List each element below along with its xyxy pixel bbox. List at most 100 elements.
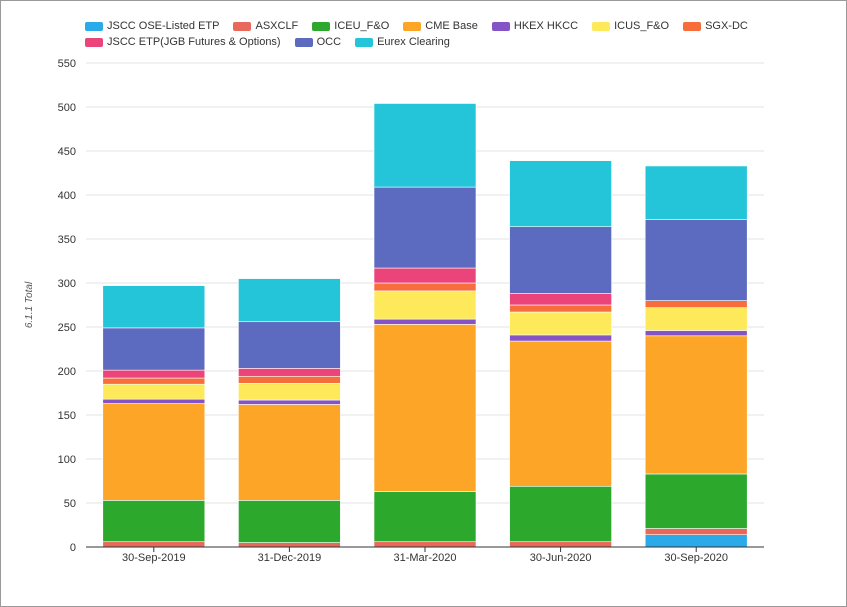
bar-segment[interactable] (509, 293, 612, 306)
bar-segment[interactable] (102, 500, 206, 543)
x-tick-label: 30-Jun-2020 (530, 552, 592, 564)
legend-swatch (683, 21, 702, 31)
legend-swatch (592, 21, 611, 31)
y-tick-label: 50 (64, 498, 76, 510)
y-tick-label: 150 (58, 410, 76, 422)
legend-label: JSCC ETP(JGB Futures & Options) (107, 36, 281, 48)
bar-segment[interactable] (373, 267, 477, 284)
x-tick-label: 31-Dec-2019 (258, 552, 322, 564)
legend-label: HKEX HKCC (513, 20, 579, 32)
legend-swatch (312, 21, 331, 31)
legend-label: Eurex Clearing (377, 36, 450, 48)
bar-segment[interactable] (644, 307, 748, 331)
legend-label: SGX-DC (705, 20, 748, 32)
bar-segment[interactable] (102, 285, 206, 329)
legend-row-2: JSCC ETP(JGB Futures & Options) OCC Eure… (85, 34, 785, 50)
legend-item[interactable]: OCC (294, 36, 342, 48)
legend-swatch (294, 37, 313, 47)
bar-segment[interactable] (509, 160, 612, 227)
bar-segment[interactable] (238, 383, 341, 401)
bar-segment[interactable] (509, 485, 612, 543)
bar-segment[interactable] (238, 368, 341, 377)
bar-segment[interactable] (509, 226, 612, 294)
legend-label: CME Base (425, 20, 478, 32)
legend-item[interactable]: Eurex Clearing (355, 36, 450, 48)
legend-item[interactable]: SGX-DC (683, 20, 748, 32)
y-tick-label: 300 (58, 278, 76, 290)
legend-item[interactable]: JSCC OSE-Listed ETP (85, 20, 219, 32)
legend-item[interactable]: JSCC ETP(JGB Futures & Options) (85, 36, 281, 48)
x-tick-label: 31-Mar-2020 (394, 552, 457, 564)
bar-segment[interactable] (373, 318, 477, 325)
legend-label: ASXCLF (255, 20, 299, 32)
bar-segment[interactable] (373, 324, 477, 492)
bar-segment[interactable] (644, 219, 748, 301)
y-axis-label: 6.1.1 Total (24, 281, 35, 328)
bar-segment[interactable] (644, 473, 748, 529)
bar-segment[interactable] (644, 300, 748, 308)
bar-segment[interactable] (509, 311, 612, 336)
bar-segment[interactable] (102, 377, 206, 385)
legend-item[interactable]: CME Base (403, 20, 478, 32)
y-tick-label: 0 (70, 542, 76, 554)
bar-segment[interactable] (644, 534, 748, 548)
bar-segment[interactable] (509, 340, 612, 487)
bar-segment[interactable] (102, 383, 206, 400)
bar-stacks (102, 103, 748, 548)
y-tick-label: 500 (58, 102, 76, 114)
y-tick-label: 450 (58, 146, 76, 158)
bar-segment[interactable] (373, 491, 477, 543)
bar-segment[interactable] (238, 375, 341, 384)
legend-label: JSCC OSE-Listed ETP (107, 20, 220, 32)
bar-segment[interactable] (509, 304, 612, 313)
bar-segment[interactable] (238, 321, 341, 369)
x-tick-label: 30-Sep-2020 (664, 552, 728, 564)
legend-swatch (233, 21, 252, 31)
bar-segment[interactable] (238, 399, 341, 405)
legend-swatch (403, 21, 422, 31)
bar-segment[interactable] (102, 541, 206, 548)
x-tick-label: 30-Sep-2019 (122, 552, 186, 564)
bar-segment[interactable] (644, 335, 748, 475)
bar-segment[interactable] (373, 103, 477, 188)
bar-segment[interactable] (644, 330, 748, 337)
legend-label: ICEU_F&O (334, 20, 390, 32)
legend-swatch (491, 21, 510, 31)
bar-segment[interactable] (644, 165, 748, 220)
legend-item[interactable]: ICEU_F&O (312, 20, 389, 32)
y-tick-label: 250 (58, 322, 76, 334)
y-tick-label: 200 (58, 366, 76, 378)
bar-segment[interactable] (509, 541, 612, 548)
bar-segment[interactable] (102, 398, 206, 404)
y-tick-label: 550 (58, 58, 76, 70)
bar-segment[interactable] (102, 403, 206, 501)
bar-segment[interactable] (373, 282, 477, 292)
legend-swatch (85, 21, 103, 31)
legend-label: OCC (316, 36, 342, 48)
bar-segment[interactable] (238, 278, 341, 323)
legend-row-1: JSCC OSE-Listed ETP ASXCLF ICEU_F&O CME … (85, 18, 785, 34)
x-tick-labels: 30-Sep-2019 31-Dec-2019 31-Mar-2020 30-Jun-… (122, 547, 728, 564)
y-tick-label: 100 (58, 454, 76, 466)
bar-segment[interactable] (509, 334, 612, 342)
legend-item[interactable]: ASXCLF (233, 20, 298, 32)
legend-swatch (355, 37, 374, 47)
legend-item[interactable]: ICUS_F&O (592, 20, 669, 32)
bar-segment[interactable] (644, 528, 748, 535)
y-tick-label: 350 (58, 234, 76, 246)
legend-swatch (85, 37, 103, 47)
bar-segment[interactable] (373, 541, 477, 548)
bar-segment[interactable] (102, 369, 206, 379)
bar-segment[interactable] (373, 186, 477, 269)
legend-label: ICUS_F&O (614, 20, 670, 32)
bar-segment[interactable] (238, 500, 341, 543)
legend-item[interactable]: HKEX HKCC (491, 20, 579, 32)
y-tick-labels: 0 50 100 150 200 250 300 350 400 450 500 550 (58, 58, 76, 554)
bar-segment[interactable] (238, 542, 341, 548)
bar-segment[interactable] (238, 404, 341, 501)
y-tick-label: 400 (58, 190, 76, 202)
bar-segment[interactable] (373, 290, 477, 320)
bar-segment[interactable] (102, 327, 206, 371)
